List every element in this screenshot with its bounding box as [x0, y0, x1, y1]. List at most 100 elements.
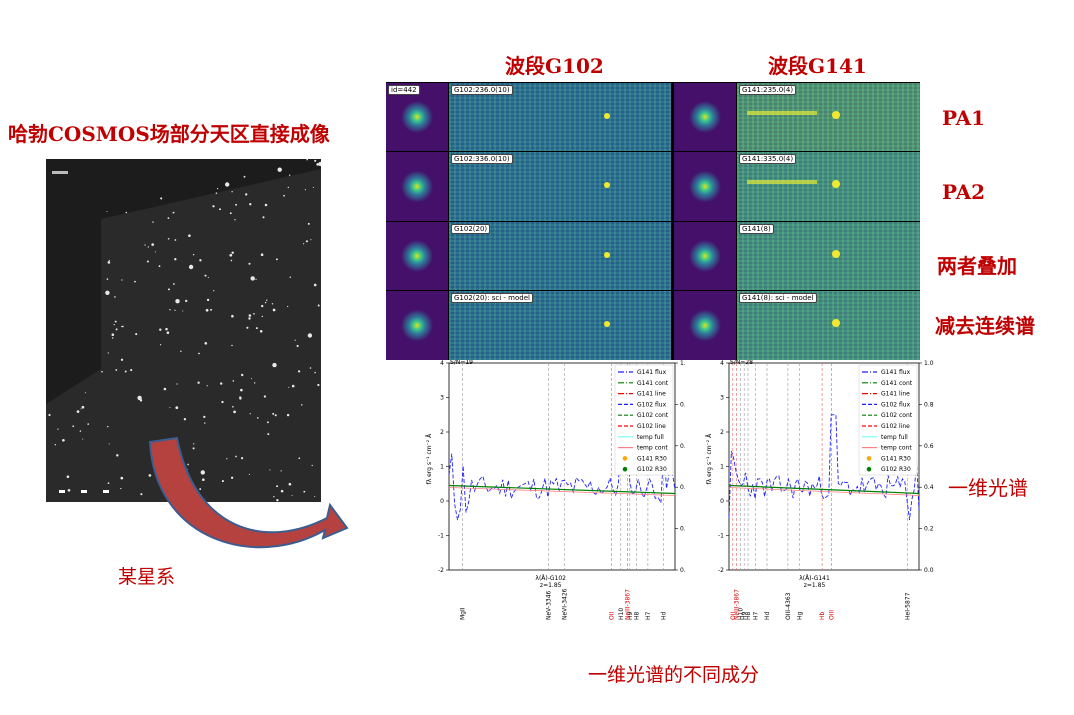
star-dot [200, 470, 205, 475]
star-dot [250, 276, 255, 281]
y2-tick-label: 0.4 [924, 484, 934, 491]
star-dot [310, 239, 312, 241]
star-dot [232, 405, 234, 408]
star-dot [264, 301, 267, 304]
left-title: 哈勃COSMOS场部分天区直接成像 [8, 122, 330, 146]
star-dot [229, 253, 233, 257]
star-dot [253, 382, 256, 384]
legend-label: G102 cont [637, 412, 669, 419]
cosmos-field-image [46, 159, 321, 502]
star-dot [245, 193, 248, 196]
spectral-trace [747, 110, 817, 115]
spectral-line-label: NeV-3346 [545, 590, 552, 620]
arrow-icon [148, 436, 349, 549]
star-dot [154, 251, 157, 253]
x-axis-label: λ(Å)-G102 [535, 575, 566, 582]
g102-panel: G102:236.0(10) [449, 82, 671, 151]
y2-tick-label: 0.6 [924, 443, 934, 450]
spectral-line-label: OIII [829, 610, 836, 620]
star-dot [163, 387, 167, 391]
star-dot [288, 386, 290, 388]
star-dot [288, 482, 292, 486]
panel-label: G141:335.0(4) [739, 154, 797, 164]
spectral-line-label: H10 [618, 608, 625, 620]
temp-cont-series [448, 487, 676, 496]
g102-header: 波段G102 [505, 54, 604, 78]
spectral-line-label: H9 [627, 611, 634, 620]
spectral-line-label: H8 [634, 611, 641, 620]
emission-spot [604, 112, 610, 119]
legend-label: temp full [637, 434, 664, 441]
g141-panel: G141(8): sci - model [737, 291, 920, 360]
star-dot [291, 384, 295, 388]
star-dot [249, 413, 251, 415]
star-dot [107, 352, 109, 354]
star-dot [283, 194, 285, 197]
star-dot [272, 412, 275, 415]
star-dot [248, 314, 252, 317]
star-dot [253, 312, 255, 315]
star-dot [249, 203, 252, 206]
row-label-sum: 两者叠加 [937, 254, 1017, 278]
legend-label: G102 flux [637, 401, 667, 408]
spectral-line-label: OII [609, 612, 616, 620]
g141-panel: G141:335.0(4) [737, 152, 920, 221]
legend-label: G141 flux [881, 369, 911, 376]
y2-tick-label: 0.4 [680, 484, 685, 491]
star-dot [115, 328, 118, 331]
spectral-line-label: H7 [645, 611, 652, 620]
star-dot [67, 488, 71, 492]
star-dot [307, 222, 310, 225]
y2-tick-label: 0.0 [924, 567, 934, 574]
star-dot [140, 493, 143, 496]
spectral-line-label: Hd [661, 611, 668, 620]
star-dot [294, 339, 296, 341]
star-dot [120, 476, 124, 480]
star-dot [176, 383, 178, 385]
star-dot [130, 369, 133, 372]
y2-tick-label: 0.0 [680, 567, 685, 574]
star-dot [151, 243, 155, 246]
star-dot [81, 405, 85, 409]
star-dot [108, 443, 110, 445]
star-dot [271, 303, 274, 305]
legend-label: temp cont [881, 445, 912, 452]
spectral-line-label: H9 [741, 611, 748, 620]
panel-label: G102(20): sci - model [451, 293, 533, 303]
star-dot [213, 290, 215, 292]
star-dot [296, 344, 299, 348]
legend-label: temp full [881, 434, 908, 441]
star-dot [316, 163, 320, 166]
star-dot [255, 327, 258, 330]
y-tick-label: -1 [718, 533, 724, 540]
star-dot [166, 331, 170, 334]
direct-thumbnail: id=442 [386, 82, 448, 151]
y2-tick-label: 0.8 [924, 401, 934, 408]
panel-label: G102:336.0(10) [451, 154, 513, 164]
y2-tick-label: 0.2 [924, 526, 934, 533]
star-dot [106, 210, 108, 213]
star-dot [230, 476, 234, 479]
star-dot [239, 396, 241, 398]
y-tick-label: -1 [438, 533, 444, 540]
emission-spot [832, 319, 840, 327]
continuum-series [728, 484, 920, 495]
g102-panel: G102(20): sci - model [449, 291, 671, 360]
spectral-line-label: OIII-4363 [785, 592, 792, 620]
star-dot [243, 175, 246, 178]
star-dot [137, 395, 142, 401]
legend-label: temp cont [637, 445, 668, 452]
g141-panel: G141:235.0(4) [737, 82, 920, 151]
star-dot [234, 219, 236, 221]
star-dot [206, 298, 210, 302]
star-dot [307, 333, 313, 338]
g141-header: 波段G141 [768, 54, 867, 78]
star-dot [113, 323, 115, 326]
sn-label: S/N=28 [730, 360, 753, 366]
spectral-line-label: H10 [737, 608, 744, 620]
y-tick-label: 4 [720, 360, 724, 367]
row-label-sub: 减去连续谱 [935, 314, 1035, 338]
spectral-line-label: NeIII-3867 [625, 589, 632, 620]
star-dot [229, 212, 232, 215]
legend-label: G102 line [637, 423, 666, 430]
